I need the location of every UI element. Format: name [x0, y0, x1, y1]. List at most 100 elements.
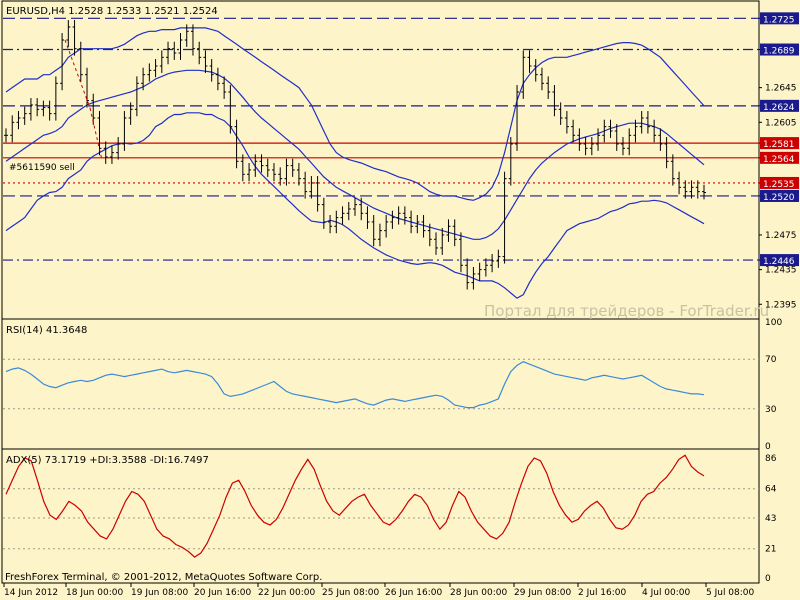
candle[interactable]	[677, 171, 682, 195]
candle[interactable]	[122, 111, 127, 151]
candle[interactable]	[290, 158, 295, 177]
candle[interactable]	[415, 215, 420, 234]
candle[interactable]	[496, 249, 501, 268]
candle[interactable]	[22, 106, 27, 125]
candle[interactable]	[577, 128, 582, 151]
candle[interactable]	[390, 210, 395, 229]
candle[interactable]	[35, 98, 40, 117]
candle[interactable]	[471, 267, 476, 290]
candle[interactable]	[633, 119, 638, 143]
candle[interactable]	[652, 119, 657, 143]
candle[interactable]	[614, 124, 619, 151]
candle[interactable]	[153, 59, 158, 78]
candle[interactable]	[402, 206, 407, 225]
candle[interactable]	[564, 111, 569, 134]
candle[interactable]	[315, 176, 320, 212]
candle[interactable]	[353, 197, 357, 216]
candle[interactable]	[190, 24, 195, 56]
candle[interactable]	[434, 232, 439, 255]
candle[interactable]	[670, 154, 675, 186]
candle[interactable]	[452, 219, 457, 247]
candle[interactable]	[265, 158, 270, 177]
candle[interactable]	[253, 154, 258, 177]
adx-panel[interactable]: 86 64 43 21 0	[3, 454, 777, 584]
candle[interactable]	[346, 202, 351, 221]
candle[interactable]	[552, 85, 557, 117]
candle[interactable]	[234, 119, 239, 169]
candle[interactable]	[508, 137, 513, 186]
candle[interactable]	[521, 50, 526, 99]
candle[interactable]	[458, 232, 463, 273]
candle[interactable]	[421, 215, 426, 238]
candle[interactable]	[533, 59, 538, 82]
candle[interactable]	[4, 128, 8, 143]
candle[interactable]	[384, 215, 389, 238]
main-price-panel[interactable]: 1.2725 1.2689 1.2645 1.2624 1.2605 1.2581 1.25…	[3, 12, 799, 310]
candle[interactable]	[702, 184, 706, 200]
candle[interactable]	[620, 137, 625, 156]
candle[interactable]	[396, 206, 401, 225]
candle[interactable]	[247, 163, 252, 182]
candle[interactable]	[309, 176, 314, 199]
candle[interactable]	[483, 258, 488, 277]
candle[interactable]	[97, 111, 102, 156]
candle[interactable]	[184, 24, 189, 47]
candle[interactable]	[515, 85, 520, 151]
candle[interactable]	[116, 137, 121, 160]
candle[interactable]	[103, 141, 108, 164]
candle[interactable]	[589, 137, 594, 156]
candle[interactable]	[85, 67, 90, 108]
candle[interactable]	[271, 163, 276, 182]
candle[interactable]	[695, 180, 700, 199]
candle[interactable]	[627, 128, 632, 156]
candle[interactable]	[546, 76, 551, 99]
candle[interactable]	[539, 67, 544, 91]
candle[interactable]	[558, 102, 563, 125]
candle[interactable]	[222, 76, 227, 99]
candle[interactable]	[377, 223, 382, 247]
candle[interactable]	[53, 76, 58, 121]
candle[interactable]	[147, 63, 152, 82]
candle[interactable]	[91, 93, 96, 125]
candle[interactable]	[371, 215, 376, 247]
candle[interactable]	[334, 210, 339, 234]
candle[interactable]	[60, 33, 65, 91]
candle[interactable]	[215, 67, 220, 91]
candle[interactable]	[340, 206, 345, 225]
candle[interactable]	[66, 20, 71, 47]
candle[interactable]	[41, 100, 46, 117]
candle[interactable]	[10, 115, 15, 143]
candle[interactable]	[490, 254, 495, 273]
candle[interactable]	[16, 111, 21, 130]
candle[interactable]	[639, 111, 644, 134]
candle[interactable]	[658, 128, 663, 151]
candle[interactable]	[284, 158, 289, 186]
candle[interactable]	[664, 137, 669, 169]
candle[interactable]	[228, 85, 233, 134]
candle[interactable]	[296, 163, 301, 186]
candle[interactable]	[128, 102, 133, 125]
candle[interactable]	[109, 145, 114, 164]
candle[interactable]	[427, 223, 432, 247]
candle[interactable]	[502, 171, 507, 264]
candle[interactable]	[134, 76, 139, 117]
candle[interactable]	[209, 59, 214, 82]
candle[interactable]	[303, 171, 308, 199]
candle[interactable]	[527, 50, 532, 73]
candle[interactable]	[203, 50, 208, 73]
candle[interactable]	[359, 197, 364, 221]
candle[interactable]	[240, 154, 245, 182]
candle[interactable]	[365, 206, 370, 229]
candle[interactable]	[689, 180, 694, 199]
candle[interactable]	[321, 197, 326, 229]
candle[interactable]	[197, 41, 202, 65]
candle[interactable]	[440, 228, 445, 255]
candle[interactable]	[172, 41, 177, 60]
candle[interactable]	[259, 154, 264, 173]
candle[interactable]	[583, 137, 588, 156]
candle[interactable]	[596, 128, 601, 151]
candle[interactable]	[465, 258, 470, 290]
candle[interactable]	[571, 119, 576, 143]
candle[interactable]	[446, 219, 451, 242]
